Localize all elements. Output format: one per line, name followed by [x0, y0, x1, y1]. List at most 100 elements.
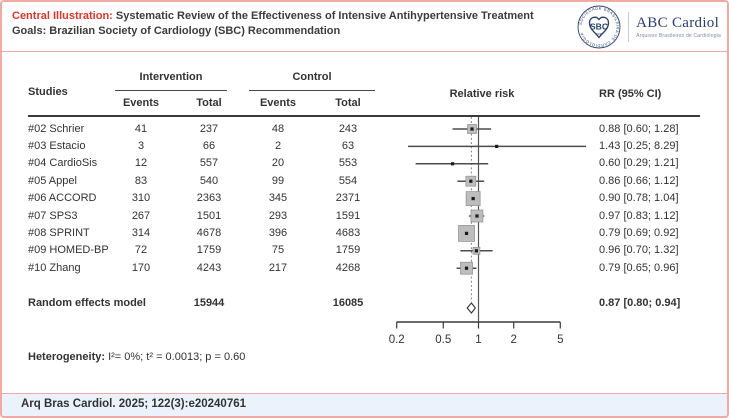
study-name: #06 ACCORD — [28, 192, 97, 205]
col-header-relative-risk: Relative risk — [449, 88, 515, 100]
point-estimate-marker — [469, 179, 473, 183]
point-estimate-marker — [470, 127, 474, 131]
rr-ci-value: 0.60 [0.29; 1.21] — [599, 157, 679, 170]
heterogeneity-text: I²= 0%; t² = 0.0013; p = 0.60 — [105, 351, 246, 363]
control-events: 99 — [271, 174, 285, 187]
control-events: 345 — [268, 192, 288, 205]
intervention-total: 557 — [199, 157, 219, 170]
weight-square — [465, 175, 477, 187]
control-total: 4268 — [335, 261, 361, 274]
intervention-total: 66 — [202, 139, 216, 152]
pooled-control-total: 16085 — [332, 297, 364, 309]
point-estimate-marker — [475, 214, 479, 218]
intervention-events: 41 — [134, 122, 148, 135]
pooled-diamond — [466, 302, 477, 314]
control-total: 243 — [338, 122, 358, 135]
study-name: #05 Appel — [28, 174, 77, 187]
pooled-rr-ci-value: 0.87 [0.80; 0.94] — [599, 297, 681, 309]
control-events: 217 — [268, 261, 288, 274]
group-header-intervention: Intervention — [139, 71, 203, 83]
study-name: #03 Estacio — [28, 139, 86, 152]
figure-title: Central Illustration: Systematic Review … — [12, 9, 597, 39]
intervention-total: 237 — [199, 122, 219, 135]
journal-name: ABC Cardiol — [636, 15, 720, 31]
col-header-ctrl-total: Total — [335, 97, 361, 109]
control-events: 75 — [271, 244, 285, 257]
study-name: #02 Schrier — [28, 122, 85, 135]
weight-square — [465, 191, 481, 206]
col-header-ctrl-events: Events — [259, 97, 297, 109]
pooled-intervention-total: 15944 — [193, 297, 225, 309]
intervention-events: 72 — [134, 244, 148, 257]
control-total: 4683 — [335, 226, 361, 239]
col-header-int-total: Total — [196, 97, 222, 109]
weight-square — [460, 261, 473, 275]
intervention-total: 4243 — [196, 261, 222, 274]
control-total: 554 — [338, 174, 358, 187]
control-events: 293 — [268, 209, 288, 222]
col-header-int-events: Events — [122, 97, 160, 109]
point-estimate-marker — [464, 266, 469, 270]
rr-ci-value: 1.43 [0.25; 8.29] — [599, 139, 679, 152]
intervention-events: 83 — [134, 174, 148, 187]
axis-tick-label: 0.2 — [389, 334, 405, 346]
rr-ci-value: 0.79 [0.65; 0.96] — [599, 261, 679, 274]
control-underline — [249, 90, 375, 91]
intervention-total: 2363 — [196, 192, 222, 205]
rr-ci-value: 0.97 [0.83; 1.12] — [599, 209, 679, 222]
axis-tick-label: 5 — [557, 334, 563, 346]
point-estimate-marker — [471, 197, 475, 201]
svg-text:1943: 1943 — [596, 32, 603, 36]
intervention-total: 4678 — [196, 226, 222, 239]
axis-tick-label: 1 — [475, 334, 481, 346]
study-name: #04 CardioSis — [28, 157, 98, 170]
intervention-events: 267 — [131, 209, 151, 222]
intervention-events: 3 — [137, 139, 145, 152]
intervention-total: 1501 — [196, 209, 222, 222]
study-name: #07 SPS3 — [28, 209, 78, 222]
rr-ci-value: 0.79 [0.69; 0.92] — [599, 226, 679, 239]
pooled-model-name: Random effects model — [28, 297, 146, 309]
point-estimate-marker — [495, 144, 499, 148]
citation-bar: Arq Bras Cardiol. 2025; 122(3):e20240761 — [2, 393, 727, 416]
control-events: 48 — [271, 122, 285, 135]
rr-ci-value: 0.86 [0.66; 1.12] — [599, 174, 679, 187]
weight-square — [472, 246, 481, 255]
control-total: 1759 — [335, 244, 361, 257]
heterogeneity-note: Heterogeneity: I²= 0%; t² = 0.0013; p = … — [28, 351, 245, 364]
figure-header: Central Illustration: Systematic Review … — [2, 2, 727, 52]
title-line1: Systematic Review of the Effectiveness o… — [112, 10, 534, 22]
rr-ci-value: 0.88 [0.60; 1.28] — [599, 122, 679, 135]
control-events: 20 — [271, 157, 285, 170]
rr-ci-value: 0.96 [0.70; 1.32] — [599, 244, 679, 257]
sbc-logo-icon: SOCIEDADE BRASILEIRA DE CARDIOLOGIA SBC … — [577, 5, 621, 49]
control-total: 1591 — [335, 209, 361, 222]
group-header-control: Control — [292, 71, 332, 83]
intervention-total: 1759 — [196, 244, 222, 257]
intervention-total: 540 — [199, 174, 219, 187]
svg-text:SBC: SBC — [590, 22, 608, 32]
intervention-events: 310 — [131, 192, 151, 205]
weight-square — [458, 225, 475, 242]
weight-square — [467, 124, 477, 134]
intervention-underline — [115, 90, 227, 91]
heterogeneity-label: Heterogeneity: — [28, 351, 106, 363]
control-events: 2 — [274, 139, 282, 152]
journal-subtitle: Arquivos Brasileiros de Cardiologia — [636, 33, 721, 39]
control-total: 553 — [338, 157, 358, 170]
study-name: #10 Zhang — [28, 261, 81, 274]
rr-ci-value: 0.90 [0.78; 1.04] — [599, 192, 679, 205]
col-header-rr-ci: RR (95% CI) — [599, 88, 662, 100]
axis-tick-label: 2 — [511, 334, 517, 346]
control-events: 396 — [268, 226, 288, 239]
point-estimate-marker — [474, 249, 479, 253]
point-estimate-marker — [464, 231, 469, 235]
control-total: 2371 — [335, 192, 361, 205]
study-name: #09 HOMED-BP — [28, 244, 109, 257]
intervention-events: 12 — [134, 157, 148, 170]
intervention-events: 314 — [131, 226, 151, 239]
logo-separator — [628, 12, 630, 42]
title-line2: Goals: Brazilian Society of Cardiology (… — [12, 25, 341, 37]
study-name: #08 SPRINT — [28, 226, 90, 239]
